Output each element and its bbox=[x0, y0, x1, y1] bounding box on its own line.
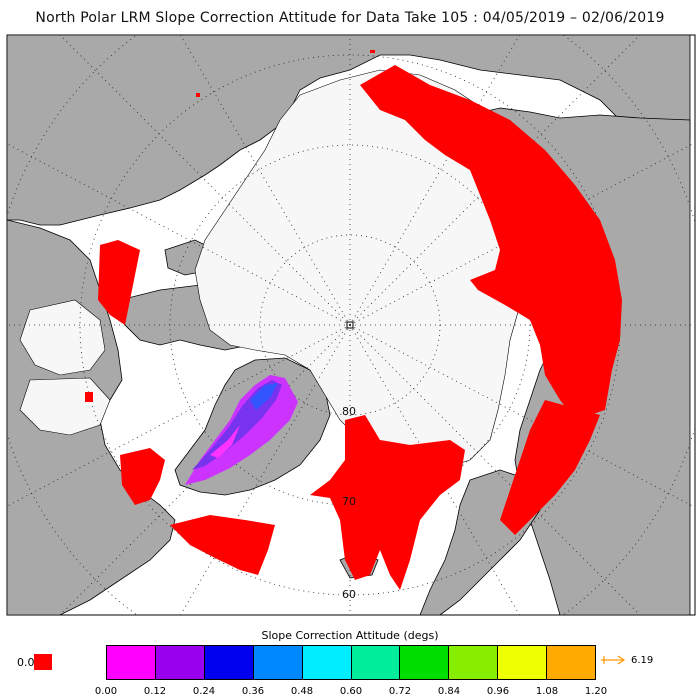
lat-label-60: 60 bbox=[342, 588, 356, 601]
zero-value-swaths bbox=[85, 50, 622, 590]
lat-label-70: 70 bbox=[342, 495, 356, 508]
max-value-label: 6.19 bbox=[631, 655, 654, 666]
colorbar-tick: 0.24 bbox=[192, 686, 216, 697]
colorbar-tick: 0.48 bbox=[290, 686, 314, 697]
colorbar-tick: 0.72 bbox=[388, 686, 412, 697]
colorbar-tick: 0.12 bbox=[143, 686, 167, 697]
colorbar-cell bbox=[302, 646, 352, 679]
colorbar-cell bbox=[351, 646, 401, 679]
colorbar-cell bbox=[253, 646, 303, 679]
lat-label-80: 80 bbox=[342, 405, 356, 418]
colorbar bbox=[106, 645, 596, 680]
colorbar-cell bbox=[547, 646, 596, 679]
slope-data-region bbox=[185, 375, 298, 485]
colorbar-cell bbox=[204, 646, 254, 679]
colorbar-tick: 0.60 bbox=[339, 686, 363, 697]
overflow-arrow-icon bbox=[601, 655, 626, 665]
map-title: North Polar LRM Slope Correction Attitud… bbox=[35, 10, 665, 26]
colorbar-tick: 1.08 bbox=[535, 686, 559, 697]
colorbar-cell bbox=[400, 646, 450, 679]
colorbar-tick: 0.00 bbox=[94, 686, 118, 697]
colorbar-cell bbox=[449, 646, 499, 679]
sea-ice bbox=[19, 69, 536, 471]
zero-value-swatch bbox=[34, 654, 52, 670]
colorbar-tick: 0.96 bbox=[486, 686, 510, 697]
legend-title: Slope Correction Attitude (degs) bbox=[261, 629, 439, 642]
zero-value-label: 0.0 bbox=[17, 656, 35, 669]
pole-marker bbox=[346, 321, 354, 329]
colorbar-cell bbox=[107, 646, 156, 679]
colorbar-cell bbox=[155, 646, 205, 679]
colorbar-cell bbox=[498, 646, 548, 679]
colorbar-tick: 0.36 bbox=[241, 686, 265, 697]
colorbar-tick: 0.84 bbox=[437, 686, 461, 697]
colorbar-tick: 1.20 bbox=[584, 686, 608, 697]
